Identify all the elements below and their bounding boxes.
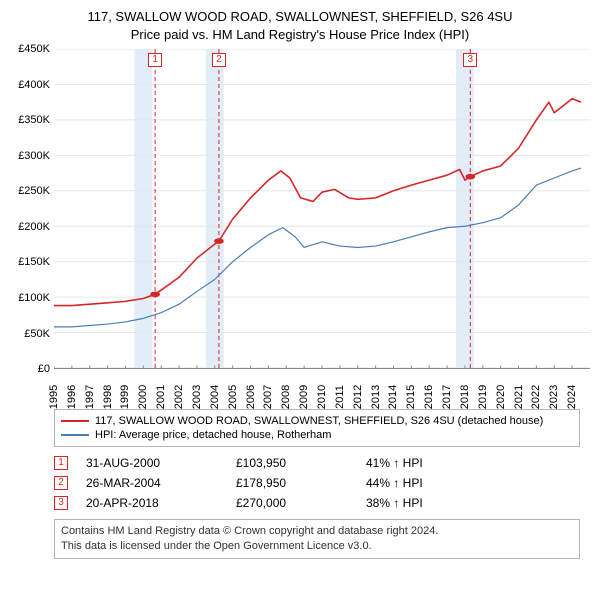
- x-tick: 2022: [530, 385, 542, 409]
- x-tick: 2010: [316, 385, 328, 409]
- y-tick: £0: [38, 363, 50, 375]
- x-tick: 2003: [191, 385, 203, 409]
- sales-table: 1 31-AUG-2000£103,95041% ↑ HPI 2 26-MAR-200…: [54, 453, 580, 513]
- x-tick: 2011: [334, 385, 346, 409]
- plot-area: 1 2 3: [54, 49, 590, 369]
- x-tick: 2024: [566, 385, 578, 409]
- y-tick: £200K: [18, 221, 50, 233]
- sale-marker-box: 3: [463, 53, 477, 67]
- y-tick: £150K: [18, 256, 50, 268]
- sales-row: 2 26-MAR-2004£178,95044% ↑ HPI: [54, 473, 580, 493]
- sales-row-date: 26-MAR-2004: [86, 476, 236, 490]
- legend-swatch-property: [61, 420, 89, 422]
- x-tick: 2021: [513, 385, 525, 409]
- y-tick: £250K: [18, 185, 50, 197]
- sales-row-price: £270,000: [236, 496, 366, 510]
- y-tick: £350K: [18, 114, 50, 126]
- sales-row-marker: 2: [54, 476, 68, 490]
- sales-row-date: 20-APR-2018: [86, 496, 236, 510]
- x-tick: 2014: [387, 385, 399, 409]
- x-axis: 1995199619971998199920002001200220032004…: [54, 369, 590, 403]
- y-tick: £50K: [24, 328, 50, 340]
- sales-row: 1 31-AUG-2000£103,95041% ↑ HPI: [54, 453, 580, 473]
- plot-wrap: £0£50K£100K£150K£200K£250K£300K£350K£400…: [10, 49, 590, 369]
- x-tick: 2015: [405, 385, 417, 409]
- x-tick: 2023: [548, 385, 560, 409]
- sales-row-price: £178,950: [236, 476, 366, 490]
- chart-title-line1: 117, SWALLOW WOOD ROAD, SWALLOWNEST, SHE…: [10, 8, 590, 26]
- chart-container: 117, SWALLOW WOOD ROAD, SWALLOWNEST, SHE…: [0, 0, 600, 567]
- legend-label-property: 117, SWALLOW WOOD ROAD, SWALLOWNEST, SHE…: [95, 415, 543, 427]
- sales-row-diff: 44% ↑ HPI: [366, 476, 580, 490]
- x-tick: 2006: [245, 385, 257, 409]
- x-tick: 1999: [119, 385, 131, 409]
- legend-row-property: 117, SWALLOW WOOD ROAD, SWALLOWNEST, SHE…: [61, 414, 573, 428]
- x-tick: 1997: [84, 385, 96, 409]
- sales-row-marker: 1: [54, 456, 68, 470]
- x-tick: 2000: [137, 385, 149, 409]
- x-tick: 2001: [155, 385, 167, 409]
- y-axis: £0£50K£100K£150K£200K£250K£300K£350K£400…: [10, 49, 54, 369]
- x-tick: 2013: [370, 385, 382, 409]
- sales-row-diff: 41% ↑ HPI: [366, 456, 580, 470]
- sales-row-diff: 38% ↑ HPI: [366, 496, 580, 510]
- x-tick: 1995: [48, 385, 60, 409]
- x-tick: 2007: [262, 385, 274, 409]
- legend-swatch-hpi: [61, 434, 89, 436]
- legend: 117, SWALLOW WOOD ROAD, SWALLOWNEST, SHE…: [54, 409, 580, 447]
- legend-label-hpi: HPI: Average price, detached house, Roth…: [95, 429, 331, 441]
- footer: Contains HM Land Registry data © Crown c…: [54, 519, 580, 559]
- x-tick: 2018: [459, 385, 471, 409]
- chart-title-line2: Price paid vs. HM Land Registry's House …: [10, 26, 590, 44]
- y-tick: £450K: [18, 43, 50, 55]
- x-tick: 2004: [209, 385, 221, 409]
- x-tick: 2009: [298, 385, 310, 409]
- x-tick: 2016: [423, 385, 435, 409]
- x-tick: 1996: [66, 385, 78, 409]
- plot-svg: [54, 49, 590, 368]
- sales-row-marker: 3: [54, 496, 68, 510]
- legend-row-hpi: HPI: Average price, detached house, Roth…: [61, 428, 573, 442]
- y-tick: £400K: [18, 79, 50, 91]
- y-tick: £100K: [18, 292, 50, 304]
- x-tick: 2008: [280, 385, 292, 409]
- sale-marker-box: 1: [148, 53, 162, 67]
- sale-marker-box: 2: [212, 53, 226, 67]
- y-tick: £300K: [18, 150, 50, 162]
- x-tick: 2005: [227, 385, 239, 409]
- x-tick: 1998: [102, 385, 114, 409]
- sales-row-price: £103,950: [236, 456, 366, 470]
- sales-row: 3 20-APR-2018£270,00038% ↑ HPI: [54, 493, 580, 513]
- footer-line1: Contains HM Land Registry data © Crown c…: [61, 524, 573, 539]
- sales-row-date: 31-AUG-2000: [86, 456, 236, 470]
- x-tick: 2020: [495, 385, 507, 409]
- x-tick: 2002: [173, 385, 185, 409]
- x-tick: 2019: [477, 385, 489, 409]
- x-tick: 2012: [352, 385, 364, 409]
- footer-line2: This data is licensed under the Open Gov…: [61, 539, 573, 554]
- x-tick: 2017: [441, 385, 453, 409]
